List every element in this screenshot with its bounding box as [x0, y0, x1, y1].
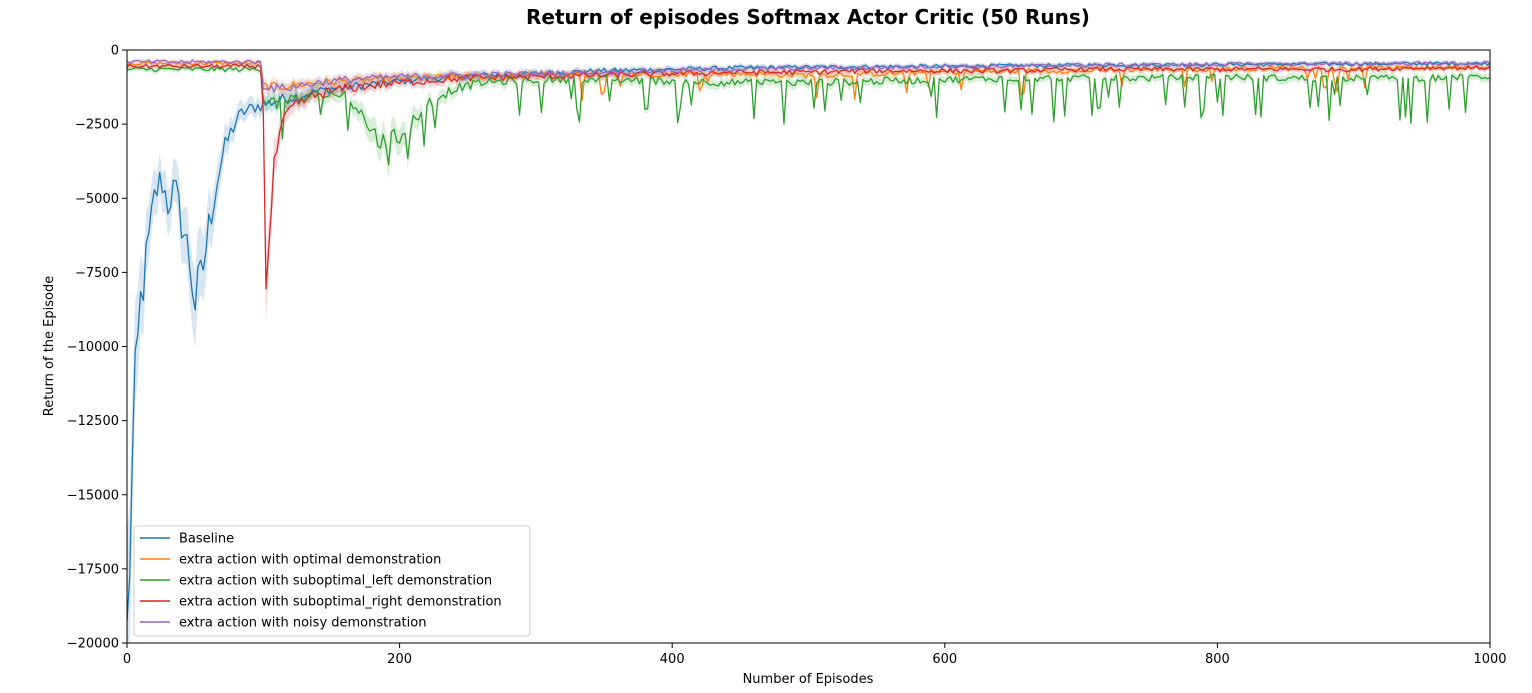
x-tick-label: 800: [1205, 652, 1230, 667]
legend-box: [133, 525, 531, 637]
y-tick-label: −15000: [67, 488, 119, 503]
legend-entry: extra action with noisy demonstration: [179, 616, 426, 631]
series-band: [127, 64, 1490, 179]
legend-entry: extra action with optimal demonstration: [179, 553, 441, 568]
legend-entry: extra action with suboptimal_left demons…: [179, 574, 492, 589]
series-line: [127, 63, 1490, 290]
legend: Baseline extra action with optimal demons…: [133, 525, 531, 637]
legend-entry: Baseline: [179, 532, 234, 547]
x-tick-label: 1000: [1473, 652, 1506, 667]
y-tick-label: −7500: [75, 266, 119, 281]
series-line: [127, 61, 1490, 621]
x-tick-label: 600: [932, 652, 957, 667]
confidence-bands: [127, 57, 1490, 643]
x-tick-label: 0: [123, 652, 131, 667]
series-line: [127, 59, 1490, 93]
series-band: [127, 59, 1490, 104]
y-tick-label: −5000: [75, 192, 119, 207]
series-lines: [127, 59, 1490, 621]
x-axis-ticks: 0 200 400 600 800 1000: [123, 643, 1507, 667]
x-tick-label: 200: [387, 652, 412, 667]
y-axis-label: Return of the Episode: [42, 276, 57, 416]
y-tick-label: −17500: [67, 562, 119, 577]
series-line: [127, 66, 1490, 166]
y-tick-label: −12500: [67, 414, 119, 429]
series-band: [127, 57, 1490, 98]
x-tick-label: 400: [660, 652, 685, 667]
y-tick-label: −2500: [75, 118, 119, 133]
y-tick-label: −20000: [67, 637, 119, 652]
x-axis-label: Number of Episodes: [743, 672, 874, 687]
y-tick-label: −10000: [67, 340, 119, 355]
chart-title: Return of episodes Softmax Actor Critic …: [526, 5, 1090, 29]
y-axis-ticks: 0 −2500 −5000 −7500 −10000 −12500 −15000 −17500…: [67, 44, 127, 652]
legend-entry: extra action with suboptimal_right demon…: [179, 595, 502, 610]
y-tick-label: 0: [111, 44, 119, 59]
